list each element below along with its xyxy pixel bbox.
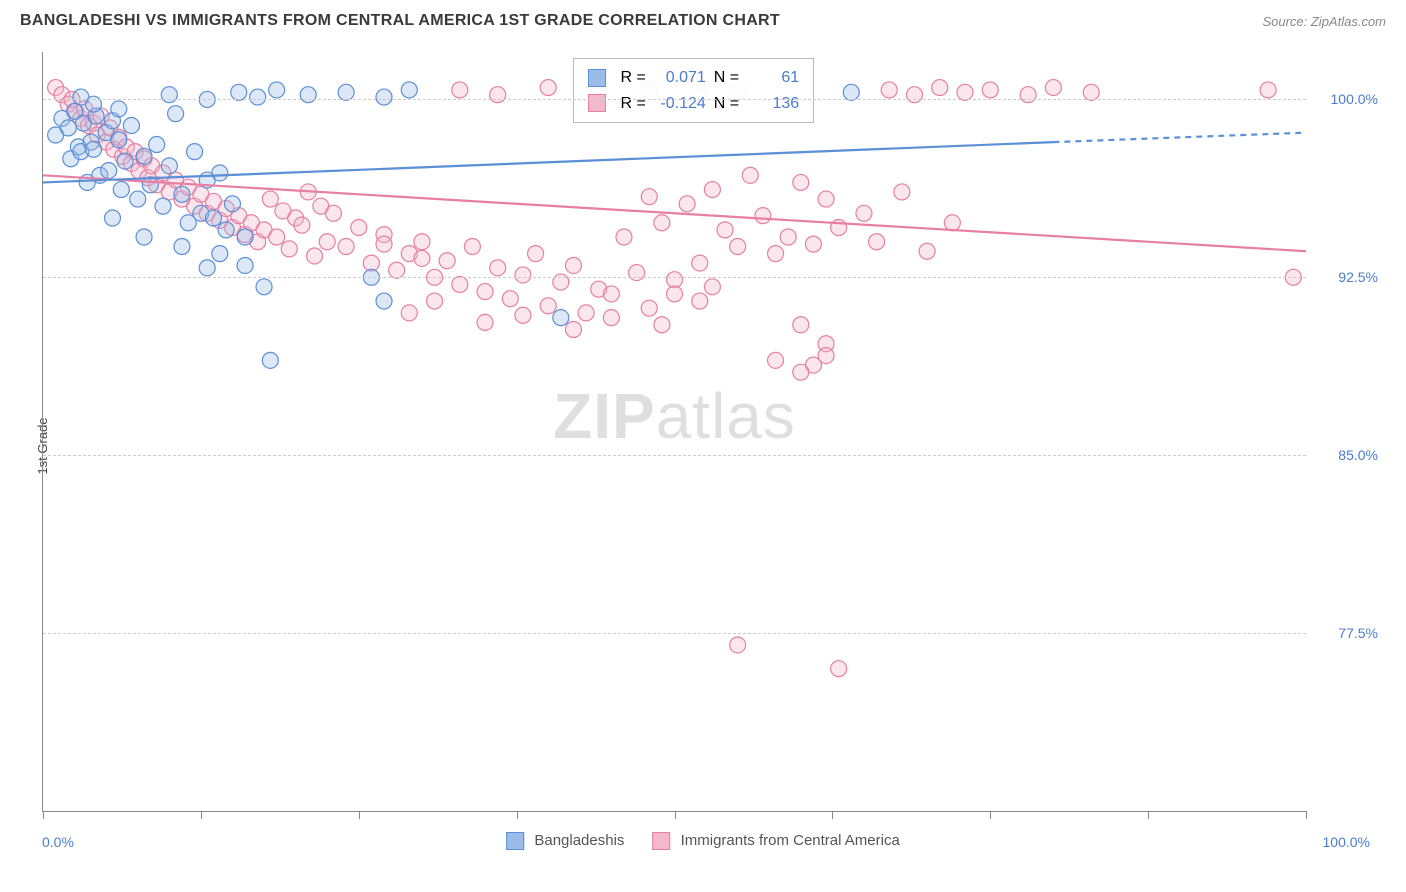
x-tick — [1148, 811, 1149, 819]
y-tick-label: 85.0% — [1318, 447, 1378, 463]
scatter-svg — [43, 52, 1306, 811]
y-tick-label: 77.5% — [1318, 625, 1378, 641]
x-tick-min: 0.0% — [42, 834, 74, 850]
x-tick — [517, 811, 518, 819]
correlation-stats-box: R = 0.071 N = 61 R = -0.124 N = 136 — [573, 58, 814, 123]
y-tick-label: 92.5% — [1318, 269, 1378, 285]
gridline — [43, 633, 1306, 634]
chart-title: BANGLADESHI VS IMMIGRANTS FROM CENTRAL A… — [20, 12, 780, 30]
legend-item-b: Immigrants from Central America — [652, 832, 899, 850]
y-tick-label: 100.0% — [1318, 91, 1378, 107]
x-tick — [43, 811, 44, 819]
stats-swatch-b — [588, 94, 606, 112]
legend-item-a: Bangladeshis — [506, 832, 624, 850]
chart-header: BANGLADESHI VS IMMIGRANTS FROM CENTRAL A… — [0, 0, 1406, 38]
x-tick — [1306, 811, 1307, 819]
x-tick — [201, 811, 202, 819]
n-value-b: 136 — [747, 91, 799, 117]
legend-swatch-a — [506, 832, 524, 850]
stats-row-b: R = -0.124 N = 136 — [588, 91, 799, 117]
x-tick — [832, 811, 833, 819]
bottom-legend: Bangladeshis Immigrants from Central Ame… — [506, 832, 900, 850]
chart-source: Source: ZipAtlas.com — [1262, 14, 1386, 29]
r-value-a: 0.071 — [654, 65, 706, 91]
x-tick — [990, 811, 991, 819]
x-tick-max: 100.0% — [1323, 834, 1370, 850]
gridline — [43, 99, 1306, 100]
stats-row-a: R = 0.071 N = 61 — [588, 65, 799, 91]
r-value-b: -0.124 — [654, 91, 706, 117]
plot-area: ZIPatlas R = 0.071 N = 61 R = -0.124 N =… — [42, 52, 1306, 812]
legend-swatch-b — [652, 832, 670, 850]
gridline — [43, 277, 1306, 278]
x-tick — [359, 811, 360, 819]
stats-swatch-a — [588, 69, 606, 87]
n-value-a: 61 — [747, 65, 799, 91]
gridline — [43, 455, 1306, 456]
x-tick — [675, 811, 676, 819]
